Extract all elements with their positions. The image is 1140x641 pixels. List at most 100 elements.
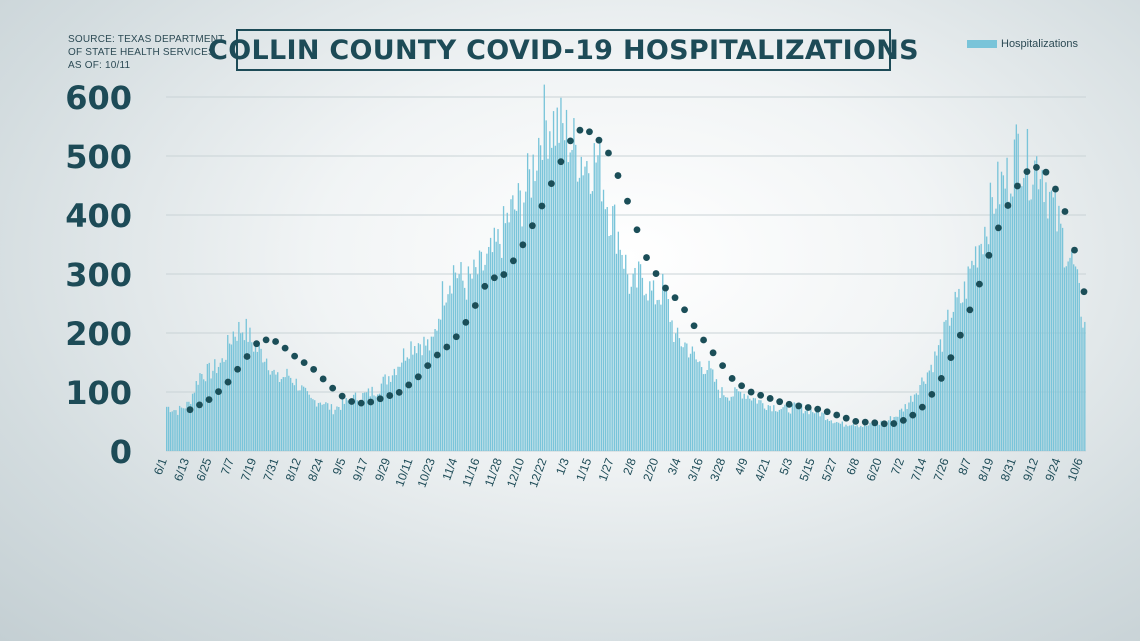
bar [1056,231,1058,451]
bar [1080,316,1082,451]
bar [201,374,203,451]
bar [1032,184,1034,451]
bar [186,401,188,451]
trend-dot [186,406,194,414]
bar [517,183,520,452]
bar [902,411,905,451]
y-tick-label: 200 [65,315,132,353]
trend-dot [928,390,936,398]
bar [349,400,351,451]
x-tick-label: 12/22 [526,456,550,489]
bar [290,377,292,451]
bar [360,400,362,451]
bar [663,284,666,451]
trend-dot [747,388,755,396]
bar [832,423,834,451]
bar [754,398,756,451]
x-tick-label: 7/2 [888,456,907,477]
bar [987,244,990,451]
bar [214,359,216,451]
source-note: SOURCE: TEXAS DEPARTMENT OF STATE HEALTH… [68,33,225,72]
bar [621,254,623,451]
bar [588,173,590,451]
bar [608,236,610,451]
bar [312,399,314,451]
bar [849,425,851,451]
bar [225,359,227,451]
bar [889,416,892,451]
bar [928,370,930,451]
bar [710,368,712,451]
bar [554,145,557,451]
bar [960,303,962,451]
bar [391,375,394,451]
bar [900,408,903,451]
bar [950,317,953,451]
trend-dot [500,271,508,278]
bar [332,414,334,451]
bar [725,397,727,451]
bar [704,373,706,451]
bar [286,368,288,451]
bar [1050,190,1053,451]
trend-dot [224,378,232,386]
bar [682,347,684,451]
bar [826,419,829,451]
bar [384,374,386,451]
trend-dot [519,241,527,249]
bar [1010,193,1012,451]
bar [241,332,244,451]
bar [297,390,299,451]
x-tick-label: 3/4 [665,456,684,477]
bar [206,363,209,451]
bar [937,345,940,451]
bar [306,391,309,451]
bar [876,423,879,451]
y-tick-label: 400 [65,197,132,235]
bar [791,404,793,451]
bar [589,193,592,451]
trend-dot [1071,246,1078,254]
bar [204,381,207,451]
x-tick-label: 10/11 [392,456,415,488]
bar [371,386,373,451]
bar [669,321,671,451]
trend-dot [395,388,403,396]
bar [660,304,662,451]
bar [436,330,438,451]
chart-title: COLLIN COUNTY COVID-19 HOSPITALIZATIONS [208,34,919,66]
y-tick-label: 600 [65,79,132,117]
bar [1000,171,1003,451]
bar [1047,218,1049,451]
bar [412,354,414,451]
bar [563,140,566,451]
x-tick-label: 7/7 [218,456,237,477]
trend-dot [614,172,622,179]
x-tick-label: 9/12 [1020,456,1041,483]
bar [887,420,890,451]
bar [258,344,260,451]
bar [984,226,986,451]
bar [865,426,868,451]
bar [395,375,397,451]
bar [388,376,390,451]
trend-dot [1042,168,1050,176]
bar [765,410,768,451]
bar [493,227,495,451]
trend-dot [205,396,213,403]
bar [445,302,447,451]
bar [184,408,186,451]
bar [1045,182,1047,451]
bar [288,375,290,451]
trend-dot [338,392,346,400]
bar [265,358,268,451]
bar [264,361,266,451]
bar [867,425,869,451]
bar [762,403,764,451]
bar [215,373,218,451]
bar [501,257,503,451]
x-tick-label: 6/8 [844,456,863,477]
bar [810,409,812,451]
bar [862,427,864,451]
